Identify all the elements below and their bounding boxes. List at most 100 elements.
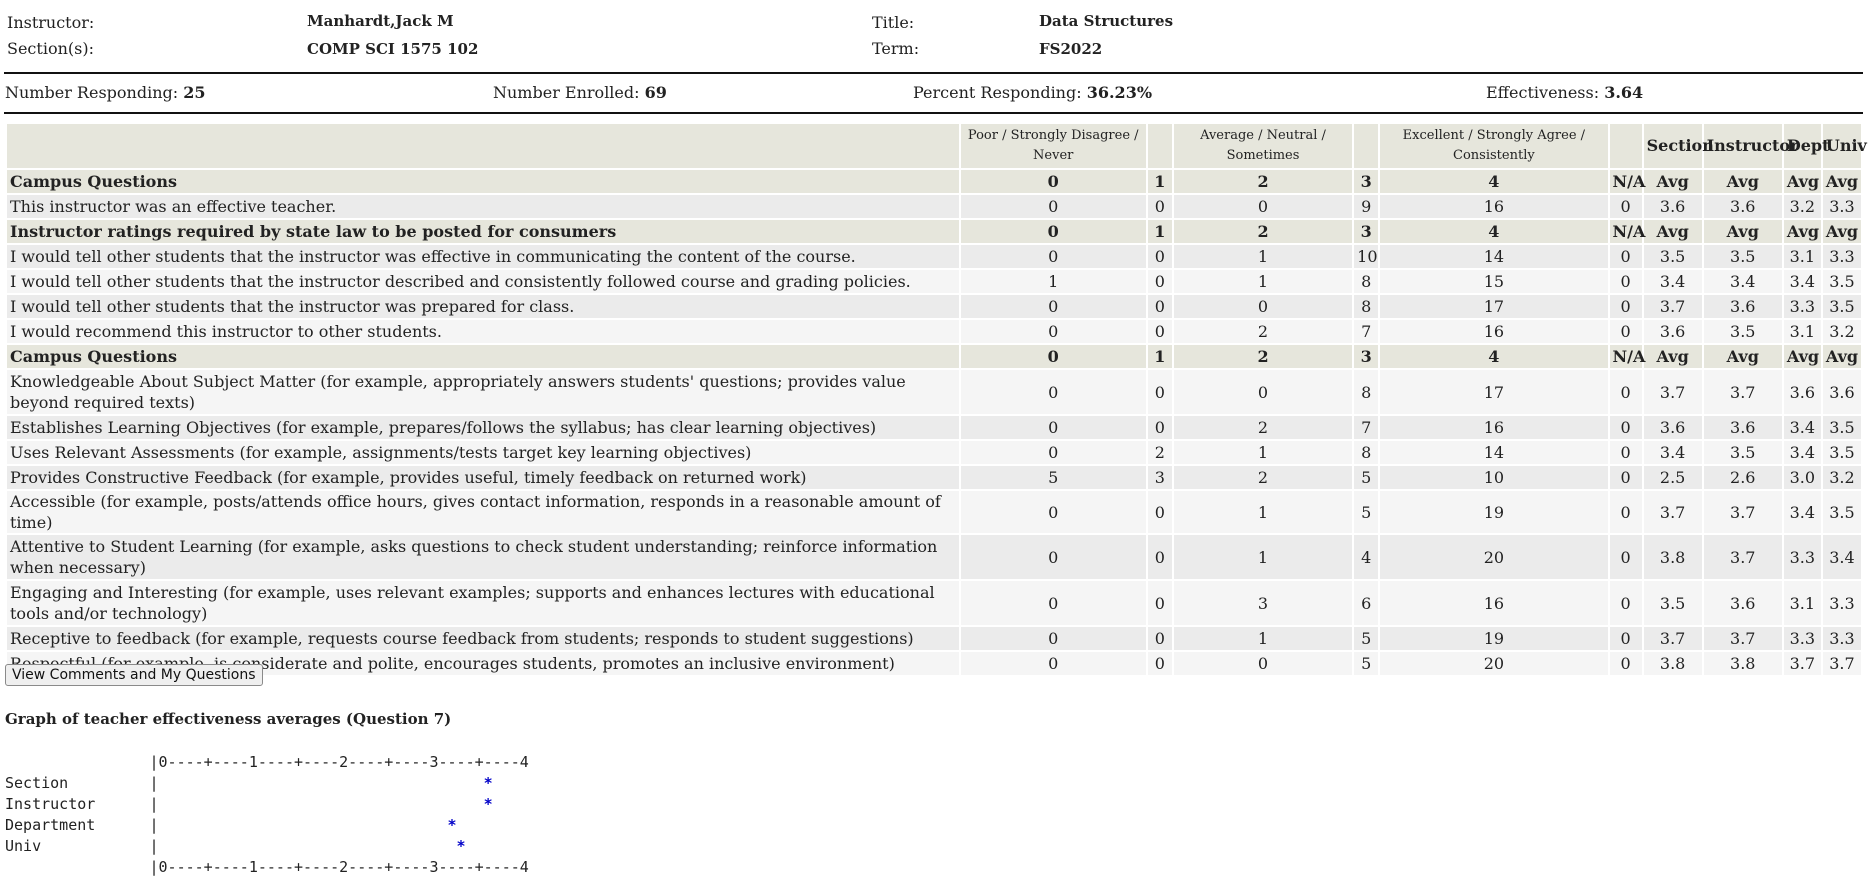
header-divider (4, 72, 1863, 74)
graph-scale-text: |0----+----1----+----2----+----3----+---… (149, 858, 529, 876)
table-row: I would recommend this instructor to oth… (7, 320, 1861, 343)
table-cell: 2 (1147, 441, 1172, 464)
table-cell: 0 (1147, 245, 1172, 268)
graph-row: Instructor | * (5, 795, 493, 813)
table-cell: 3.4 (1643, 270, 1702, 293)
table-cell: 3.7 (1703, 535, 1782, 579)
table-cell: 0 (960, 295, 1146, 318)
column-header: Univ (1822, 124, 1867, 168)
table-cell: 7 (1354, 320, 1379, 343)
table-cell: 3.7 (1643, 370, 1702, 414)
table-cell: 0 (960, 170, 1146, 193)
ratings-table: Poor / Strongly Disagree / Never Average … (5, 122, 1867, 677)
table-cell: 0 (1147, 535, 1172, 579)
section-title: Instructor ratings required by state law… (7, 220, 959, 243)
graph-value-marker: * (483, 774, 493, 792)
table-cell: 0 (1173, 370, 1353, 414)
table-cell: 3.7 (1643, 627, 1702, 650)
table-cell: 1 (1173, 245, 1353, 268)
table-cell: 4 (1354, 535, 1379, 579)
table-cell: 3.3 (1822, 245, 1861, 268)
table-cell: 0 (1609, 581, 1642, 625)
table-cell: 3.5 (1643, 245, 1702, 268)
table-cell: 3.5 (1643, 581, 1702, 625)
table-cell: 0 (1609, 627, 1642, 650)
graph-row-label: Section (5, 774, 69, 792)
table-cell: 0 (960, 220, 1146, 243)
table-cell: 3 (1354, 170, 1379, 193)
table-cell: 4 (1380, 170, 1608, 193)
question-text: Knowledgeable About Subject Matter (for … (7, 370, 959, 414)
table-cell: 14 (1380, 441, 1608, 464)
table-cell: Avg (1822, 170, 1861, 193)
table-row: Attentive to Student Learning (for examp… (7, 535, 1861, 579)
section-title: Campus Questions (7, 345, 959, 368)
table-row: Provides Constructive Feedback (for exam… (7, 466, 1861, 489)
report-header: Instructor: Manhardt,Jack M Section(s): … (7, 8, 1863, 68)
title-label: Title: (872, 13, 915, 32)
graph-row: Univ | * (5, 837, 466, 855)
table-row: I would tell other students that the ins… (7, 270, 1861, 293)
section-header-row: Campus Questions 0 1 2 3 4 N/A Avg Avg Avg Avg (7, 345, 1861, 368)
table-cell: 0 (1609, 491, 1642, 533)
table-cell: 3.4 (1783, 441, 1821, 464)
table-cell: 8 (1354, 441, 1379, 464)
table-cell: 3.8 (1643, 652, 1702, 675)
instructor-label: Instructor: (7, 13, 95, 32)
term-label: Term: (872, 39, 920, 58)
table-cell: N/A (1609, 345, 1645, 368)
question-text: Establishes Learning Objectives (for exa… (7, 416, 959, 439)
table-cell: 9 (1354, 195, 1379, 218)
table-cell: 2 (1173, 345, 1353, 368)
table-cell: 1 (960, 270, 1146, 293)
table-cell: Avg (1822, 220, 1861, 243)
table-cell: 3.7 (1703, 370, 1782, 414)
term-value: FS2022 (1039, 40, 1103, 58)
graph-row-label: Instructor (5, 795, 96, 813)
question-text: Provides Constructive Feedback (for exam… (7, 466, 959, 489)
table-cell: 14 (1380, 245, 1608, 268)
view-comments-button[interactable]: View Comments and My Questions (5, 664, 263, 686)
table-cell: 3.7 (1703, 627, 1782, 650)
table-cell: 3.5 (1822, 295, 1861, 318)
table-cell: 3.3 (1822, 195, 1861, 218)
graph-value-marker: * (456, 837, 466, 855)
table-cell: 0 (1147, 581, 1172, 625)
column-header: Instructor (1703, 124, 1799, 168)
table-cell: 3.7 (1783, 652, 1821, 675)
table-cell: 8 (1354, 270, 1379, 293)
table-row: This instructor was an effective teacher… (7, 195, 1861, 218)
table-cell: 0 (960, 535, 1146, 579)
graph-value-marker: * (447, 816, 457, 834)
table-cell: 3.5 (1822, 270, 1861, 293)
table-cell: 2 (1173, 466, 1353, 489)
table-cell: 2 (1173, 220, 1353, 243)
table-cell: 0 (1609, 320, 1642, 343)
table-cell: 3.0 (1783, 466, 1821, 489)
table-cell: 3.4 (1822, 535, 1861, 579)
table-cell: Avg (1703, 220, 1782, 243)
table-cell: 2 (1173, 416, 1353, 439)
table-cell: Avg (1643, 170, 1702, 193)
table-cell: 5 (960, 466, 1146, 489)
table-cell: Avg (1783, 220, 1821, 243)
table-cell: 0 (1609, 466, 1642, 489)
table-cell: 0 (1147, 627, 1172, 650)
table-cell: 0 (1609, 295, 1642, 318)
column-header: Dept (1783, 124, 1829, 168)
column-header: Section (1643, 124, 1714, 168)
table-cell: Avg (1703, 345, 1782, 368)
graph-row-label: Department (5, 816, 96, 834)
table-cell: 0 (1173, 652, 1353, 675)
effectiveness-ascii-graph: |0----+----1----+----2----+----3----+---… (5, 752, 529, 878)
graph-scale-text: |0----+----1----+----2----+----3----+---… (149, 753, 529, 771)
question-text: This instructor was an effective teacher… (7, 195, 959, 218)
column-header: Average / Neutral / Sometimes (1173, 124, 1353, 168)
column-header (1147, 124, 1172, 168)
table-cell: 0 (1609, 270, 1642, 293)
table-cell: 1 (1173, 627, 1353, 650)
instructor-value: Manhardt,Jack M (307, 12, 454, 30)
table-cell: 3.6 (1703, 295, 1782, 318)
table-cell: 3.6 (1783, 370, 1821, 414)
question-text: I would recommend this instructor to oth… (7, 320, 959, 343)
